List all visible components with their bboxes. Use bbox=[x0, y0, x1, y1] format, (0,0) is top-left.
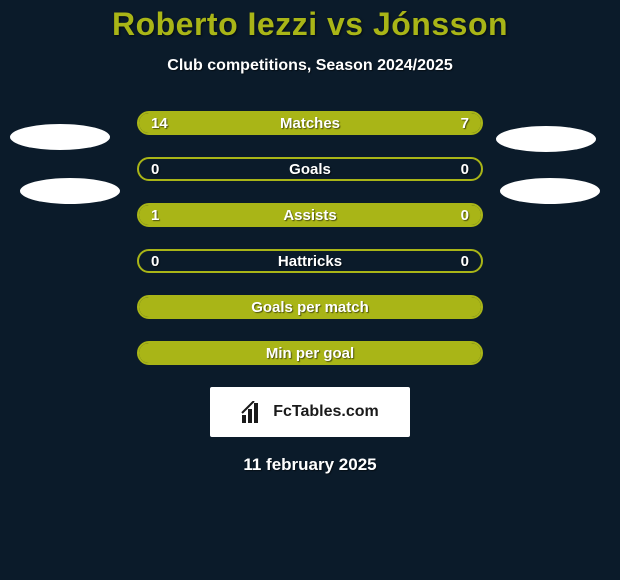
stat-value-left: 0 bbox=[151, 253, 159, 270]
stat-label: Assists bbox=[139, 207, 481, 224]
date-text: 11 february 2025 bbox=[0, 455, 620, 475]
logo-text: FcTables.com bbox=[273, 403, 379, 421]
stat-value-left: 1 bbox=[151, 207, 159, 224]
stat-value-right: 0 bbox=[461, 161, 469, 178]
stat-label: Matches bbox=[139, 115, 481, 132]
stat-value-left: 0 bbox=[151, 161, 159, 178]
stat-label: Goals per match bbox=[139, 299, 481, 316]
comparison-card: Roberto Iezzi vs Jónsson Club competitio… bbox=[0, 0, 620, 580]
stat-row: Goals0 0 bbox=[137, 157, 483, 181]
subtitle: Club competitions, Season 2024/2025 bbox=[0, 57, 620, 75]
stat-label: Hattricks bbox=[139, 253, 481, 270]
stat-row: Matches14 7 bbox=[137, 111, 483, 135]
bars-icon bbox=[241, 401, 265, 423]
stat-value-right: 7 bbox=[461, 115, 469, 132]
stat-row: Hattricks0 0 bbox=[137, 249, 483, 273]
decorative-ellipse bbox=[500, 178, 600, 204]
stat-value-right: 0 bbox=[461, 253, 469, 270]
stat-row: Min per goal bbox=[137, 341, 483, 365]
stat-label: Min per goal bbox=[139, 345, 481, 362]
stat-label: Goals bbox=[139, 161, 481, 178]
decorative-ellipse bbox=[10, 124, 110, 150]
stat-value-left: 14 bbox=[151, 115, 168, 132]
page-title: Roberto Iezzi vs Jónsson bbox=[0, 0, 620, 43]
decorative-ellipse bbox=[496, 126, 596, 152]
stat-value-right: 0 bbox=[461, 207, 469, 224]
logo-box: FcTables.com bbox=[210, 387, 410, 437]
decorative-ellipse bbox=[20, 178, 120, 204]
stat-row: Goals per match bbox=[137, 295, 483, 319]
stat-row: Assists1 0 bbox=[137, 203, 483, 227]
